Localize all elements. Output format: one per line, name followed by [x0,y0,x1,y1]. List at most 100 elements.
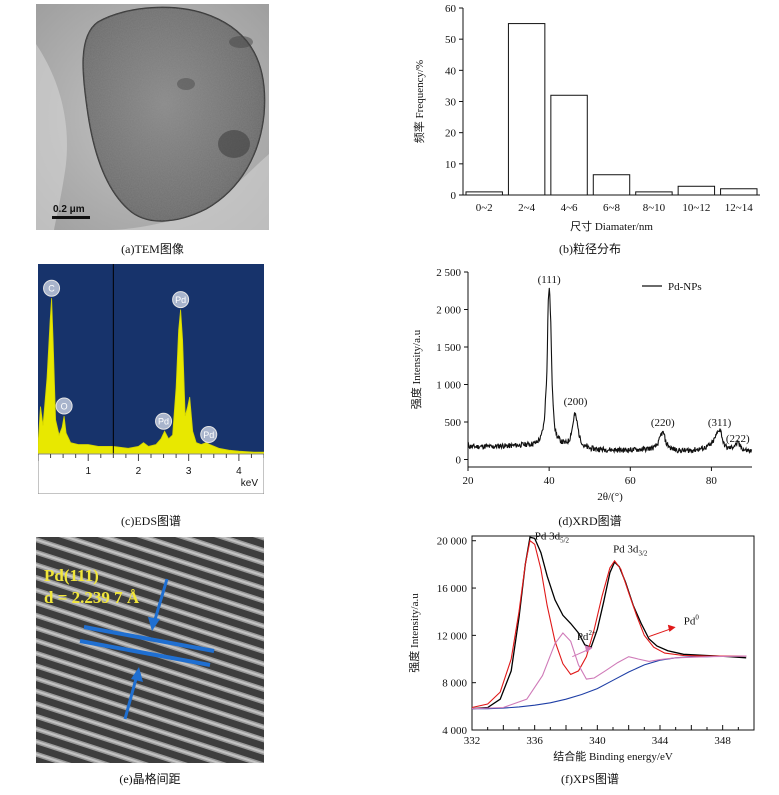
x-tick-label: 20 [463,475,475,487]
size-distribution-chart: 0 10 20 30 40 50 60 0~2 2~4 4~6 6~8 8~10 10~12 12~14 尺… [412,3,760,233]
caption-d: (d)XRD图谱 [558,514,622,528]
lattice-line-upper [83,625,215,653]
x-tick-label: 10~12 [682,202,710,214]
eds-panel: C O Pd Pd Pd 1 2 3 4 keV [37,264,265,495]
x-tick-label: 344 [652,735,669,747]
tem-panel: 0.2 μm [36,4,269,230]
caption-e: (e)晶格间距 [119,772,181,786]
caption-a: (a)TEM图像 [121,242,184,256]
y-tick-label: 0 [456,455,462,467]
eds-plot-area [38,264,264,454]
xps-label-pd2: Pd2+ [577,629,596,643]
eds-peak-marker [43,279,61,297]
y-tick-label: 1 000 [436,380,461,392]
bar [720,188,758,196]
xps-label-3d32: Pd 3d3/2 [613,544,648,558]
x-tick-label: 2~4 [518,202,535,214]
y-axis-label: 频率 Frequency/% [412,60,426,143]
y-tick-label: 2 500 [436,267,461,279]
bar [507,23,546,196]
eds-peak-label: Pd [175,295,186,305]
x-tick-label: 60 [625,475,637,487]
bar [677,185,716,196]
eds-peak-label: Pd [203,430,214,440]
eds-tick-label: 3 [186,466,192,477]
eds-peak-marker [200,426,218,443]
xps-label-3d52: Pd 3d5/2 [535,531,570,545]
xrd-line [467,287,753,454]
caption-b: (b)粒径分布 [559,242,621,256]
bar [635,191,673,196]
xrd-peak-label: (222) [726,433,750,445]
eds-peak-marker [155,412,173,430]
lattice-spacing-label: d = 2.239 7 Å [44,588,140,607]
x-tick-label: 80 [706,475,718,487]
legend-label: Pd-NPs [668,281,702,293]
xrd-peak-label: (111) [538,274,561,286]
y-tick-label: 50 [445,34,457,46]
eds-x-axis-label: keV [241,478,259,489]
x-tick-label: 6~8 [603,202,620,214]
x-axis-label: 结合能 Binding energy/eV [553,749,673,763]
x-tick-label: 336 [526,735,543,747]
pd2-arrow-head [584,645,593,653]
x-tick-label: 0~2 [476,202,493,214]
xps-label-pd0: Pd0 [684,614,700,628]
xps-line-pd2 [471,632,747,710]
eds-tick-label: 4 [236,466,242,477]
arrow-down-icon [148,578,169,631]
eds-axis-area [37,453,265,495]
y-tick-label: 16 000 [437,583,468,595]
x-tick-label: 40 [544,475,556,487]
x-tick-label: 12~14 [725,202,753,214]
xps-line-pd0 [471,539,747,709]
x-axis-label: 尺寸 Diamater/nm [570,219,653,233]
x-tick-label: 348 [714,735,731,747]
caption-f: (f)XPS图谱 [560,772,619,786]
xps-line-bg [472,655,747,710]
y-tick-label: 2 000 [436,305,461,317]
y-tick-label: 20 [445,128,457,140]
y-tick-label: 40 [445,65,457,77]
pd0-arrow-head [667,624,676,632]
x-tick-label: 4~6 [561,202,578,214]
x-tick-label: 8~10 [643,202,666,214]
xrd-panel: 0 500 1 000 1 500 2 000 2 500 20 40 60 80 2θ/(°) 强度… [400,262,775,503]
bar [465,191,503,196]
eds-tick-label: 1 [85,466,91,477]
scale-bar [52,216,90,219]
y-tick-label: 60 [445,3,457,15]
eds-peak-marker [172,291,190,309]
y-tick-label: 1 500 [436,342,461,354]
y-tick-label: 4 000 [442,725,467,737]
lattice-image: Pd(111) d = 2.239 7 Å [36,537,264,763]
xrd-peak-label: (311) [708,417,732,429]
x-tick-label: 340 [589,735,606,747]
size-chart-panel: 0 10 20 30 40 50 60 0~2 2~4 4~6 6~8 8~10 10~12 12~14 尺… [405,0,775,245]
eds-peak-marker [55,397,73,415]
y-tick-label: 20 000 [437,536,468,548]
y-tick-label: 10 [445,159,457,171]
x-axis-label: 2θ/(°) [597,491,623,502]
xps-panel: 4 000 8 000 12 000 16 000 20 000 332 336 340 344… [400,530,775,770]
lattice-line-lower [79,639,211,667]
y-axis-label: 强度 Intensity/a.u [407,593,421,673]
xps-chart: 4 000 8 000 12 000 16 000 20 000 332 336 340 344… [407,531,755,763]
y-tick-label: 30 [445,97,457,109]
y-tick-label: 500 [445,417,462,429]
caption-c: (c)EDS图谱 [121,514,181,528]
xrd-chart: 0 500 1 000 1 500 2 000 2 500 20 40 60 80 2θ/(°) 强度… [409,267,753,503]
x-tick-label: 332 [464,735,481,747]
y-tick-label: 12 000 [437,630,468,642]
y-tick-label: 0 [451,190,457,202]
eds-peak-label: O [61,402,68,412]
eds-tick-label: 2 [136,466,142,477]
eds-peak-label: C [48,284,55,294]
tem-image: 0.2 μm [36,4,269,230]
eds-spectrum-area [37,298,265,455]
scale-label: 0.2 μm [53,204,85,215]
eds-peak-label: Pd [158,417,169,427]
arrow-up-icon [123,667,143,720]
bar [550,94,588,196]
bar [592,174,631,196]
